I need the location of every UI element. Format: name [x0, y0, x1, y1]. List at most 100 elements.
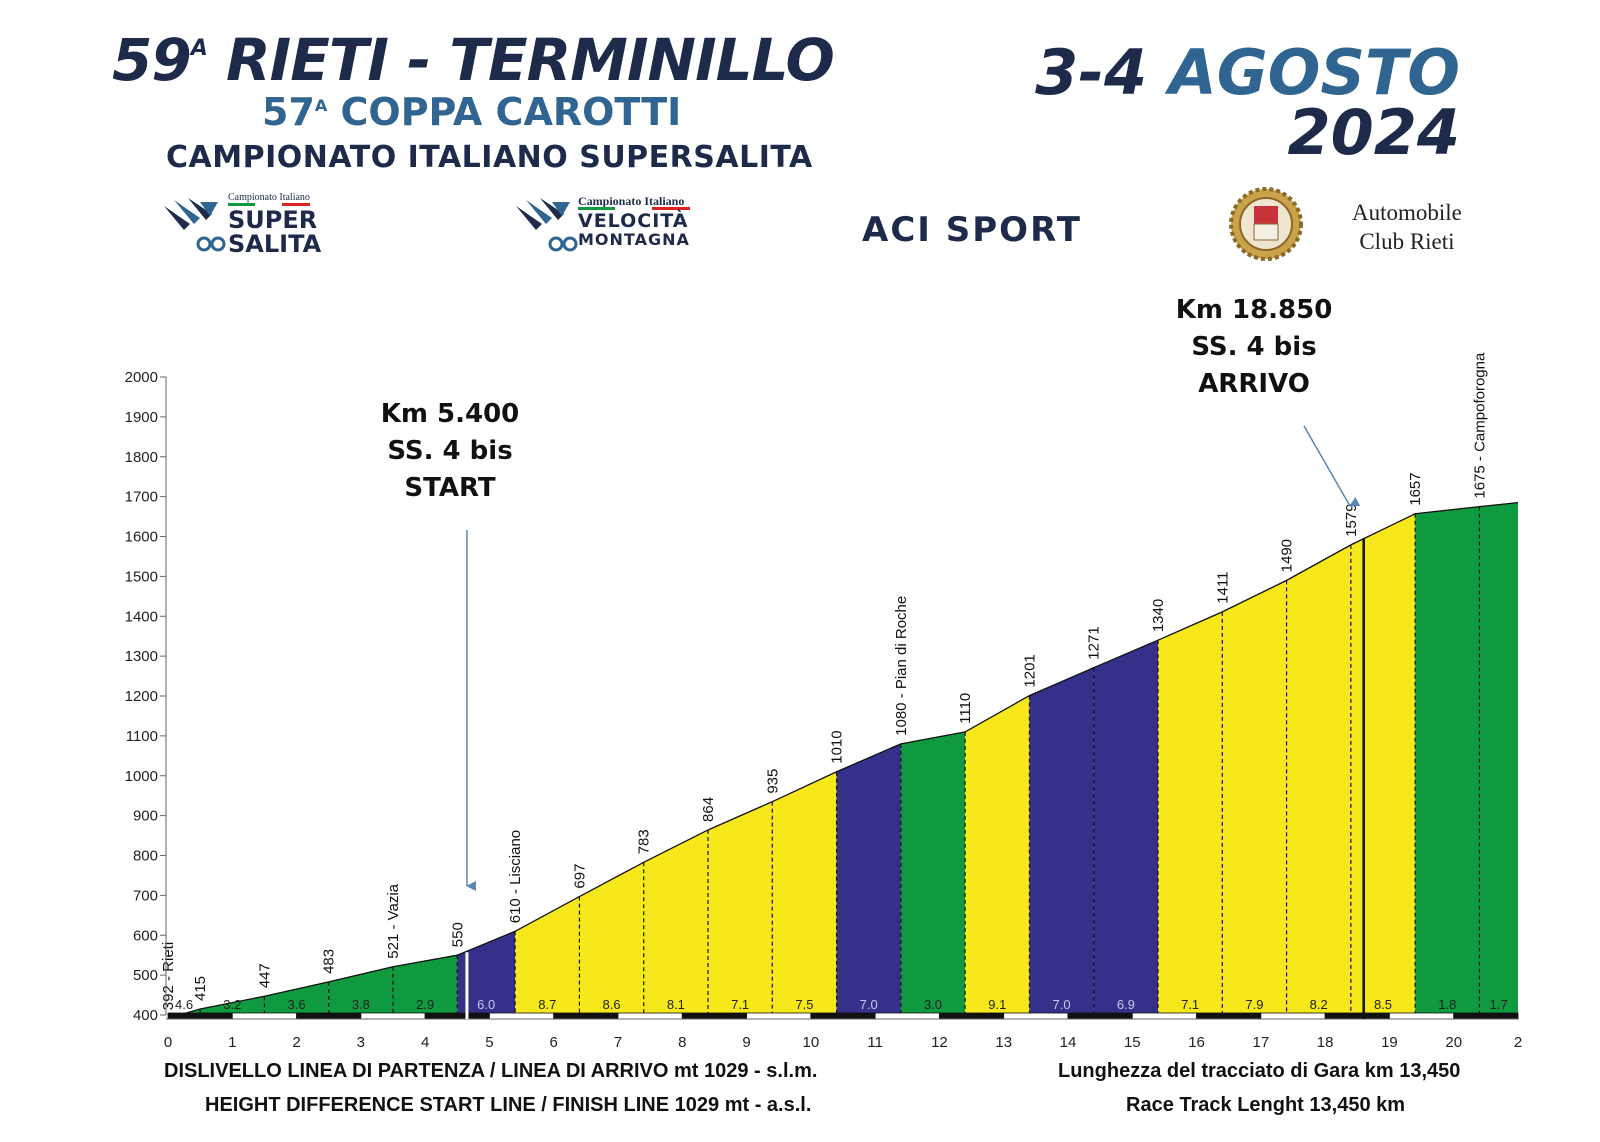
x-tick-label-1: 1	[228, 1034, 236, 1051]
km-scale-block-18	[1324, 1012, 1390, 1020]
finish-note: Km 18.850 SS. 4 bis ARRIVO	[1164, 292, 1344, 403]
km-scale-block-19	[1389, 1012, 1455, 1020]
gradient-label-14: 7.0	[1053, 997, 1071, 1012]
altitude-label-13: 1110	[957, 693, 974, 724]
racing-car-icon	[516, 198, 578, 252]
km-scale-block-8	[681, 1012, 747, 1020]
edition-ordinal: A	[190, 36, 208, 61]
ac-rieti-line2: Club Rieti	[1359, 229, 1455, 254]
km-scale-block-7	[617, 1012, 683, 1020]
x-tick-label-4: 4	[421, 1034, 429, 1051]
gradient-label-21: 1.7	[1490, 997, 1508, 1012]
automobile-club-rieti-name: Automobile Club Rieti	[1352, 198, 1462, 256]
gradient-label-3: 3.8	[352, 997, 370, 1012]
automobile-club-seal-icon	[1229, 187, 1303, 261]
altitude-labels: 392 - Rieti 415 447 483 521 - Vazia 550 610 - …	[160, 352, 1488, 1010]
altitude-label-0: 392 - Rieti	[160, 942, 177, 1010]
cup-title: 57A COPPA CAROTTI	[262, 90, 681, 134]
km-scale-block-10	[810, 1012, 876, 1020]
profile-segment-8	[643, 829, 708, 1015]
y-tick-label-16: 2000	[125, 369, 158, 386]
profile-outline	[167, 501, 1519, 1019]
footer-track-length-en: Race Track Lenght 13,450 km	[1126, 1094, 1406, 1116]
supersalita-line2: SALITA	[228, 230, 322, 258]
altitude-label-18: 1490	[1279, 539, 1296, 572]
x-tick-label-19: 19	[1381, 1034, 1398, 1051]
km-scale-bar	[167, 1012, 1519, 1020]
footer-track-length-it: Lunghezza del tracciato di Gara km 13,45…	[1058, 1060, 1461, 1082]
gradient-label-13: 9.1	[988, 997, 1006, 1012]
gradient-label-4: 2.9	[416, 997, 434, 1012]
acisport-logo: ACI SPORT	[862, 210, 1082, 250]
gradient-label-8: 8.1	[667, 997, 685, 1012]
y-tick-label-4: 800	[133, 848, 158, 865]
gradient-label-11: 7.0	[860, 997, 878, 1012]
altitude-label-2: 447	[256, 963, 273, 988]
y-tick-label-10: 1400	[125, 608, 158, 625]
date-month: AGOSTO	[1168, 36, 1460, 109]
altitude-label-6: 610 - Lisciano	[507, 830, 524, 923]
profile-segment-7	[579, 862, 644, 1015]
profile-segment-2	[264, 981, 329, 1015]
km-scale-block-1	[231, 1012, 297, 1020]
x-tick-label-12: 12	[931, 1034, 948, 1051]
gradient-label-0: 4.6	[175, 997, 193, 1012]
altitude-label-17: 1411	[1214, 572, 1231, 604]
y-tick-label-11: 1500	[125, 568, 158, 585]
axes: 4005006007008009001000110012001300140015…	[125, 369, 1523, 1051]
profile-segment-12	[900, 731, 966, 1015]
altitude-label-11: 1010	[829, 730, 846, 763]
x-tick-label-15: 15	[1124, 1034, 1141, 1051]
start-road: SS. 4 bis	[387, 436, 513, 466]
footer-height-difference-en: HEIGHT DIFFERENCE START LINE / FINISH LI…	[205, 1094, 812, 1116]
gradient-labels: 4.6 3.2 3.6 3.8 2.9 6.0 8.7 8.6 8.1 7.1 7.5 7.0 3.0 9…	[175, 997, 1508, 1012]
velocita-line1: VELOCITÀ	[578, 210, 689, 232]
finish-road: SS. 4 bis	[1191, 332, 1317, 362]
profile-segment-21	[1479, 502, 1518, 1015]
gradient-label-7: 8.6	[603, 997, 621, 1012]
km-scale-block-17	[1260, 1012, 1326, 1020]
start-finish-markers	[465, 425, 1365, 1019]
profile-segment-18	[1286, 544, 1351, 1015]
altitude-label-7: 697	[571, 864, 588, 889]
km-scale-block-2	[296, 1012, 362, 1020]
profile-segment-17	[1222, 580, 1287, 1015]
footer-height-difference-it: DISLIVELLO LINEA DI PARTENZA / LINEA DI …	[164, 1060, 818, 1082]
km-scale-block-20	[1453, 1012, 1519, 1020]
supersalita-line1: SUPER	[228, 206, 318, 234]
finish-label: ARRIVO	[1198, 369, 1310, 399]
ac-rieti-line1: Automobile	[1352, 200, 1462, 225]
velocita-caption: Campionato Italiano	[578, 194, 685, 208]
km-scale-block-14	[1067, 1012, 1133, 1020]
gradient-label-10: 7.5	[795, 997, 813, 1012]
altitude-label-19: 1579	[1343, 503, 1360, 536]
event-title: 59A RIETI - TERMINILLO	[112, 26, 835, 94]
gradient-label-17: 7.9	[1245, 997, 1263, 1012]
supersalita-logo: Campionato Italiano SUPER SALITA	[160, 192, 322, 260]
date-days: 3-4	[1035, 36, 1148, 109]
profile-segment-3	[328, 966, 393, 1015]
altitude-label-8: 783	[636, 829, 653, 854]
km-scale-block-5	[489, 1012, 555, 1020]
cup-name: COPPA CAROTTI	[340, 90, 682, 134]
profile-segment-16	[1158, 611, 1223, 1015]
gradient-label-15: 6.9	[1117, 997, 1135, 1012]
altitude-label-14: 1201	[1021, 654, 1038, 687]
y-tick-label-6: 1000	[125, 768, 158, 785]
x-tick-label-17: 17	[1253, 1034, 1270, 1051]
x-tick-label-10: 10	[803, 1034, 820, 1051]
km-scale-block-4	[424, 1012, 490, 1020]
x-tick-label-5: 5	[485, 1034, 493, 1051]
altitude-label-1: 415	[192, 976, 209, 1001]
velocita-line2: MONTAGNA	[578, 230, 690, 249]
race-name: RIETI - TERMINILLO	[225, 26, 835, 94]
profile-segment-6	[515, 896, 580, 1015]
x-tick-label-8: 8	[678, 1034, 686, 1051]
km-scale-block-6	[553, 1012, 619, 1020]
y-tick-label-9: 1300	[125, 648, 158, 665]
y-tick-label-1: 500	[133, 967, 158, 984]
x-tick-label-18: 18	[1317, 1034, 1334, 1051]
km-scale-block-0	[167, 1012, 233, 1020]
start-note: Km 5.400 SS. 4 bis START	[370, 396, 530, 507]
